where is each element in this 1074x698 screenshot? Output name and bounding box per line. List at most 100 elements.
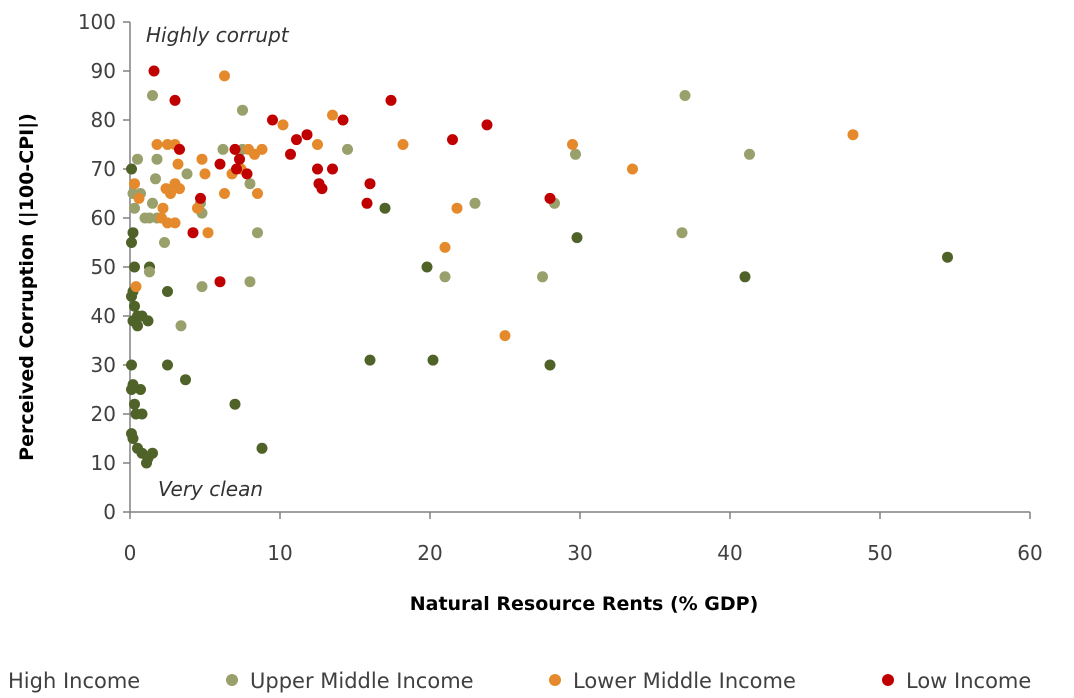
y-tick-label: 90	[91, 59, 116, 83]
point-high-income	[141, 457, 152, 469]
point-lower-middle-income	[847, 129, 859, 141]
point-upper-middle-income	[570, 148, 581, 160]
annotation-highly-corrupt: Highly corrupt	[146, 23, 290, 47]
point-low-income	[481, 119, 493, 131]
x-tick-label: 10	[267, 541, 292, 565]
point-lower-middle-income	[196, 153, 208, 165]
point-lower-middle-income	[312, 139, 323, 150]
point-lower-middle-income	[199, 168, 211, 180]
point-low-income	[187, 227, 199, 239]
point-upper-middle-income	[237, 104, 248, 116]
point-lower-middle-income	[133, 192, 145, 204]
point-low-income	[312, 163, 323, 175]
point-lower-middle-income	[219, 70, 230, 82]
legend: High Income Upper Middle Income Lower Midd…	[8, 669, 1031, 693]
axes	[129, 22, 1030, 513]
y-tick-label: 10	[91, 451, 116, 475]
point-upper-middle-income	[147, 90, 158, 101]
point-high-income	[427, 354, 439, 366]
point-high-income	[126, 290, 137, 302]
point-low-income	[169, 94, 181, 106]
point-low-income	[241, 168, 253, 180]
data-points	[126, 65, 953, 469]
annotation-very-clean: Very clean	[158, 477, 263, 501]
point-high-income	[364, 354, 376, 366]
point-high-income	[421, 261, 433, 273]
x-axis-title: Natural Resource Rents (% GDP)	[410, 593, 759, 615]
legend-label-low-income: Low Income	[906, 669, 1031, 693]
point-lower-middle-income	[397, 139, 409, 150]
y-tick-label: 0	[103, 500, 116, 524]
point-high-income	[256, 442, 268, 454]
point-high-income	[129, 398, 140, 410]
point-low-income	[148, 65, 160, 77]
point-upper-middle-income	[679, 90, 691, 101]
point-lower-middle-income	[627, 163, 638, 175]
point-lower-middle-income	[252, 188, 263, 199]
legend-marker-upper-middle-income	[226, 674, 238, 686]
point-lower-middle-income	[219, 188, 230, 199]
point-upper-middle-income	[144, 266, 155, 278]
point-lower-middle-income	[439, 241, 451, 253]
point-low-income	[337, 114, 349, 126]
y-tick-label: 50	[91, 255, 116, 279]
x-tick-label: 0	[124, 541, 137, 565]
point-upper-middle-income	[342, 143, 353, 155]
point-lower-middle-income	[327, 109, 338, 121]
point-high-income	[129, 261, 140, 273]
y-tick-label: 40	[91, 304, 116, 328]
point-low-income	[291, 134, 302, 146]
point-low-income	[327, 163, 338, 175]
point-lower-middle-income	[130, 281, 142, 293]
point-low-income	[364, 178, 376, 190]
legend-marker-lower-middle-income	[549, 674, 561, 686]
point-low-income	[214, 276, 226, 288]
y-tick-label: 70	[91, 157, 116, 181]
y-axis-title: Perceived Corruption (|100-CPI|)	[16, 113, 38, 461]
point-high-income	[136, 408, 148, 420]
point-high-income	[544, 359, 556, 371]
x-tick-label: 20	[417, 541, 442, 565]
point-high-income	[126, 163, 137, 175]
point-high-income	[142, 315, 154, 327]
point-upper-middle-income	[175, 320, 187, 332]
point-high-income	[126, 384, 137, 395]
point-low-income	[231, 163, 242, 175]
point-lower-middle-income	[174, 183, 185, 195]
point-upper-middle-income	[217, 143, 229, 155]
point-upper-middle-income	[439, 271, 451, 283]
point-high-income	[571, 232, 583, 244]
y-tick-label: 30	[91, 353, 116, 377]
point-low-income	[316, 183, 328, 195]
point-high-income	[162, 359, 173, 371]
point-upper-middle-income	[151, 153, 163, 165]
point-upper-middle-income	[537, 271, 548, 283]
point-upper-middle-income	[132, 153, 143, 165]
point-high-income	[229, 398, 241, 410]
point-high-income	[132, 320, 143, 332]
point-lower-middle-income	[169, 217, 181, 229]
point-high-income	[129, 300, 140, 312]
point-lower-middle-income	[165, 188, 176, 199]
point-upper-middle-income	[129, 202, 140, 214]
point-upper-middle-income	[244, 276, 256, 288]
point-lower-middle-income	[172, 158, 184, 170]
point-low-income	[214, 158, 226, 170]
point-lower-middle-income	[499, 330, 511, 342]
y-tick-label: 80	[91, 108, 116, 132]
point-upper-middle-income	[252, 227, 263, 239]
point-lower-middle-income	[129, 178, 140, 190]
point-high-income	[739, 271, 751, 283]
point-lower-middle-income	[567, 139, 578, 150]
x-tick-label: 60	[1017, 541, 1042, 565]
y-tick-label: 60	[91, 206, 116, 230]
point-lower-middle-income	[451, 202, 463, 214]
point-high-income	[126, 237, 137, 248]
legend-label-high-income: High Income	[8, 669, 140, 693]
point-upper-middle-income	[676, 227, 688, 239]
point-high-income	[147, 447, 158, 459]
point-high-income	[127, 227, 139, 239]
point-high-income	[942, 251, 953, 263]
point-high-income	[127, 433, 139, 444]
point-high-income	[180, 374, 191, 386]
